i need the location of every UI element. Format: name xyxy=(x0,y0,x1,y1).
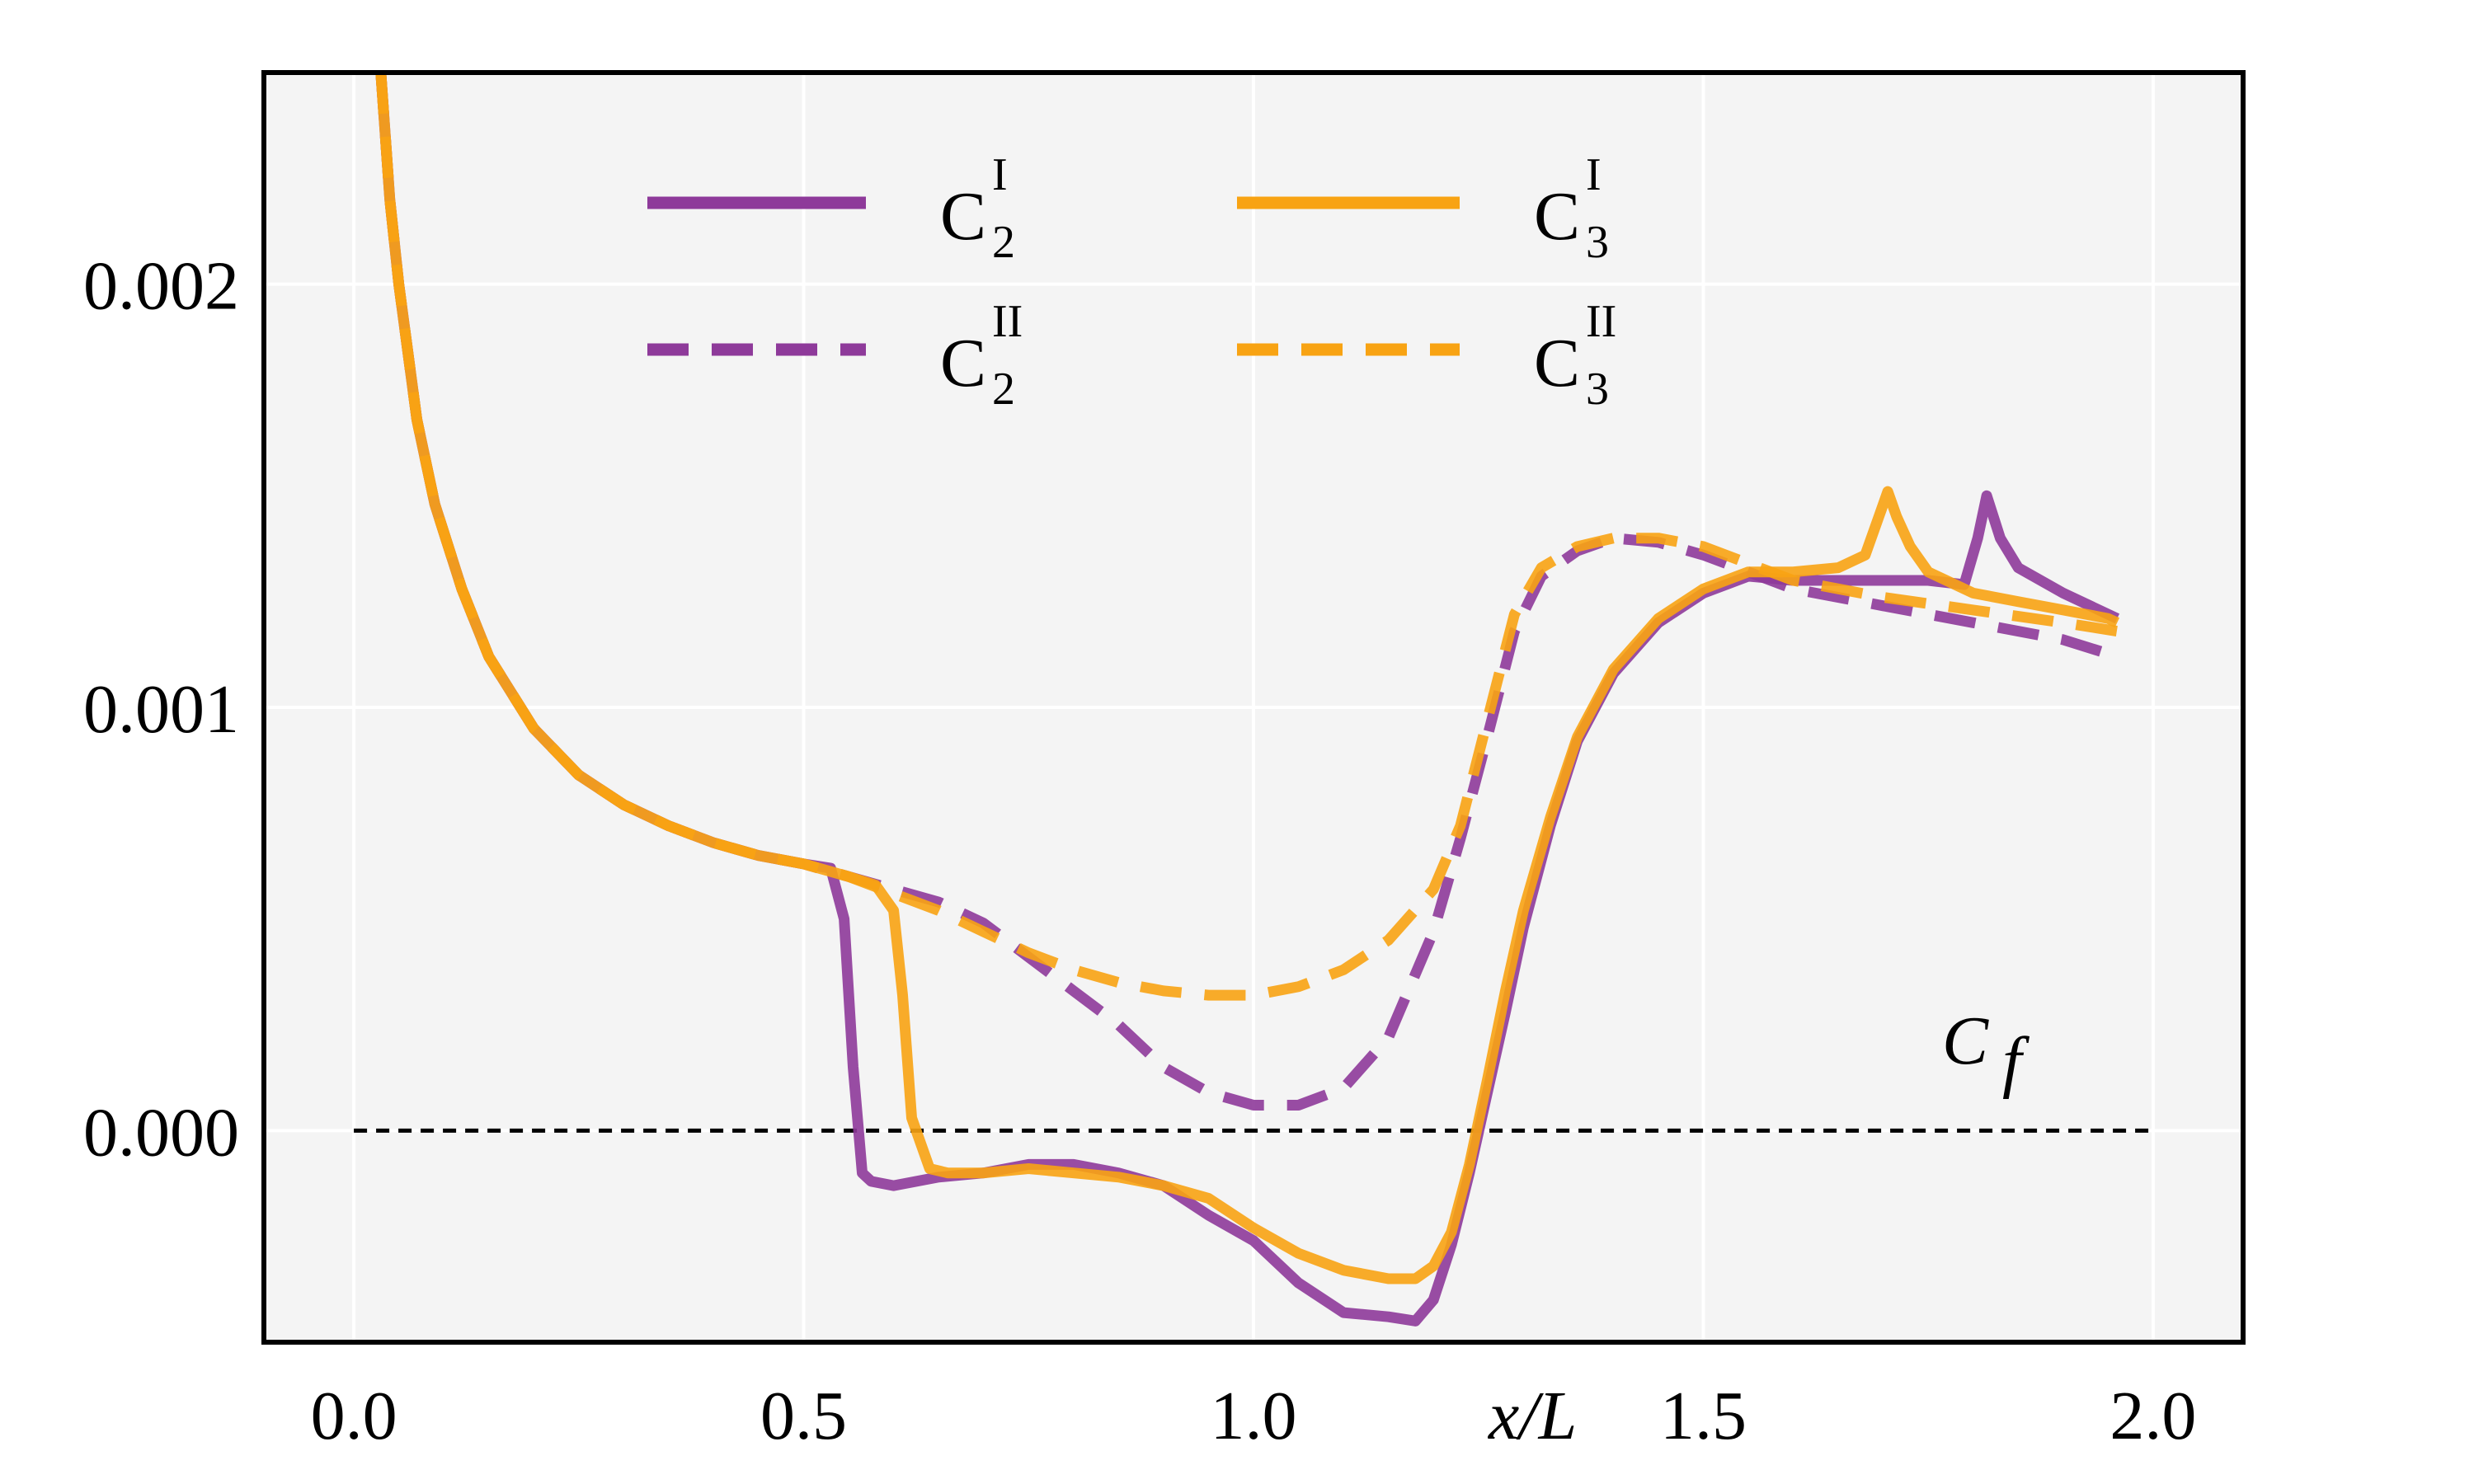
x-tick-label: 2.0 xyxy=(2109,1378,2196,1454)
legend-label: C xyxy=(940,178,986,255)
series-line-3 xyxy=(375,73,2120,1284)
x-axis-label: x/L xyxy=(1487,1378,1577,1454)
legend-label-sub: 2 xyxy=(992,217,1015,268)
x-tick-label: 1.0 xyxy=(1211,1378,1297,1454)
legend-label-sub: 3 xyxy=(1586,217,1609,268)
legend-label-sup: I xyxy=(992,149,1008,200)
y-ticks: 0.000 0.001 0.002 xyxy=(83,248,239,1172)
series-group xyxy=(375,73,2120,1327)
x-tick-label: 0.5 xyxy=(760,1378,847,1454)
y-tick-label: 0.000 xyxy=(83,1094,239,1171)
legend-label-sup: II xyxy=(1586,296,1616,347)
legend-entry: C II 2 xyxy=(647,296,1023,415)
y-tick-label: 0.001 xyxy=(83,671,239,748)
x-tick-label: 0.0 xyxy=(311,1378,397,1454)
legend-entry: C II 3 xyxy=(1237,296,1616,415)
legend-entry: C I 2 xyxy=(647,149,1015,268)
legend-label-sup: I xyxy=(1586,149,1602,200)
legend-label-sub: 3 xyxy=(1586,364,1609,415)
x-ticks: 0.0 0.5 1.0 1.5 2.0 xyxy=(311,1378,2197,1454)
legend-entry: C I 3 xyxy=(1237,149,1609,268)
legend-label: C xyxy=(940,325,986,402)
legend-label-sub: 2 xyxy=(992,364,1015,415)
plot-frame xyxy=(261,70,2246,1345)
legend: C I 2 C II 2 C I 3 C II 3 xyxy=(647,149,1616,415)
series-line-4 xyxy=(375,73,2119,1001)
legend-label: C xyxy=(1534,178,1580,255)
cf-annotation: C xyxy=(1942,1003,1989,1079)
legend-label-sup: II xyxy=(992,296,1023,347)
legend-label: C xyxy=(1534,325,1580,402)
y-tick-label: 0.002 xyxy=(83,248,239,325)
x-tick-label: 1.5 xyxy=(1660,1378,1747,1454)
